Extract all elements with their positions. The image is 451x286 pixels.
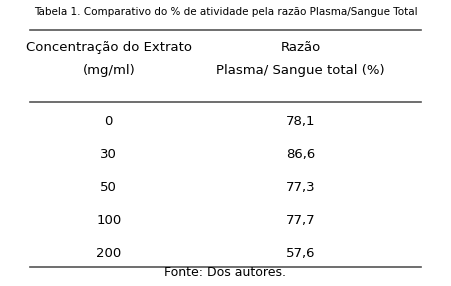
Text: 200: 200 [96,247,121,260]
Text: 77,3: 77,3 [286,181,315,194]
Text: 57,6: 57,6 [286,247,315,260]
Text: 78,1: 78,1 [286,115,315,128]
Text: 30: 30 [100,148,117,161]
Text: Concentração do Extrato: Concentração do Extrato [26,41,192,54]
Text: (mg/ml): (mg/ml) [83,63,135,77]
Text: 50: 50 [100,181,117,194]
Text: 100: 100 [96,214,121,227]
Text: Tabela 1. Comparativo do % de atividade pela razão Plasma/Sangue Total: Tabela 1. Comparativo do % de atividade … [34,7,417,17]
Text: 77,7: 77,7 [286,214,315,227]
Text: Plasma/ Sangue total (%): Plasma/ Sangue total (%) [216,63,385,77]
Text: 86,6: 86,6 [286,148,315,161]
Text: Razão: Razão [281,41,321,54]
Text: 0: 0 [105,115,113,128]
Text: Fonte: Dos autores.: Fonte: Dos autores. [165,266,286,279]
